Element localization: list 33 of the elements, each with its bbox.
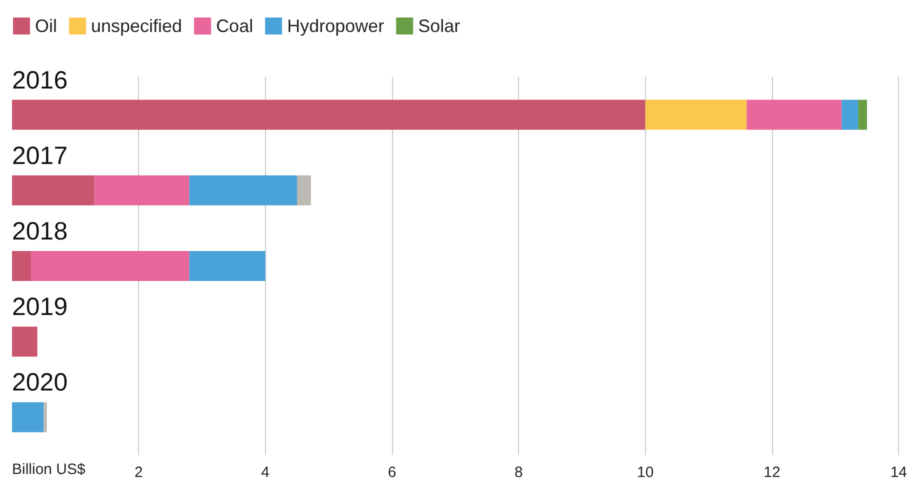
legend-label: Oil: [35, 16, 57, 36]
legend-label: Solar: [418, 16, 460, 36]
y-tick-label: 2017: [12, 142, 68, 170]
bar: [12, 326, 38, 357]
x-tick-label: 14: [890, 464, 907, 481]
bar: [645, 100, 747, 130]
bar: [12, 251, 31, 281]
y-tick-label: 2019: [12, 293, 68, 322]
bar: [31, 251, 190, 281]
bar: [746, 100, 842, 130]
x-tick-label: 4: [261, 464, 270, 481]
x-tick-label: 2: [134, 464, 143, 481]
bar: [12, 402, 44, 432]
bar: [296, 175, 311, 206]
x-tick-label: 8: [514, 464, 523, 481]
bar: [12, 100, 646, 130]
x-tick-label: 6: [388, 464, 396, 481]
bar: [842, 100, 858, 130]
y-tick-label: 2020: [12, 368, 68, 397]
y-tick-label: 2016: [12, 66, 68, 94]
bar: [12, 175, 94, 206]
x-axis-title: Billion US$: [12, 461, 86, 478]
bar: [44, 402, 47, 432]
x-tick-label: 10: [636, 464, 654, 481]
y-tick-label: 2018: [12, 218, 68, 246]
legend-label: Hydropower: [287, 16, 384, 36]
bar: [858, 100, 867, 130]
legend-label: unspecified: [91, 16, 182, 36]
x-tick-label: 12: [764, 464, 780, 481]
bar: [94, 175, 190, 206]
bar: [189, 175, 297, 206]
bar: [189, 251, 266, 281]
legend-label: Coal: [216, 16, 254, 36]
